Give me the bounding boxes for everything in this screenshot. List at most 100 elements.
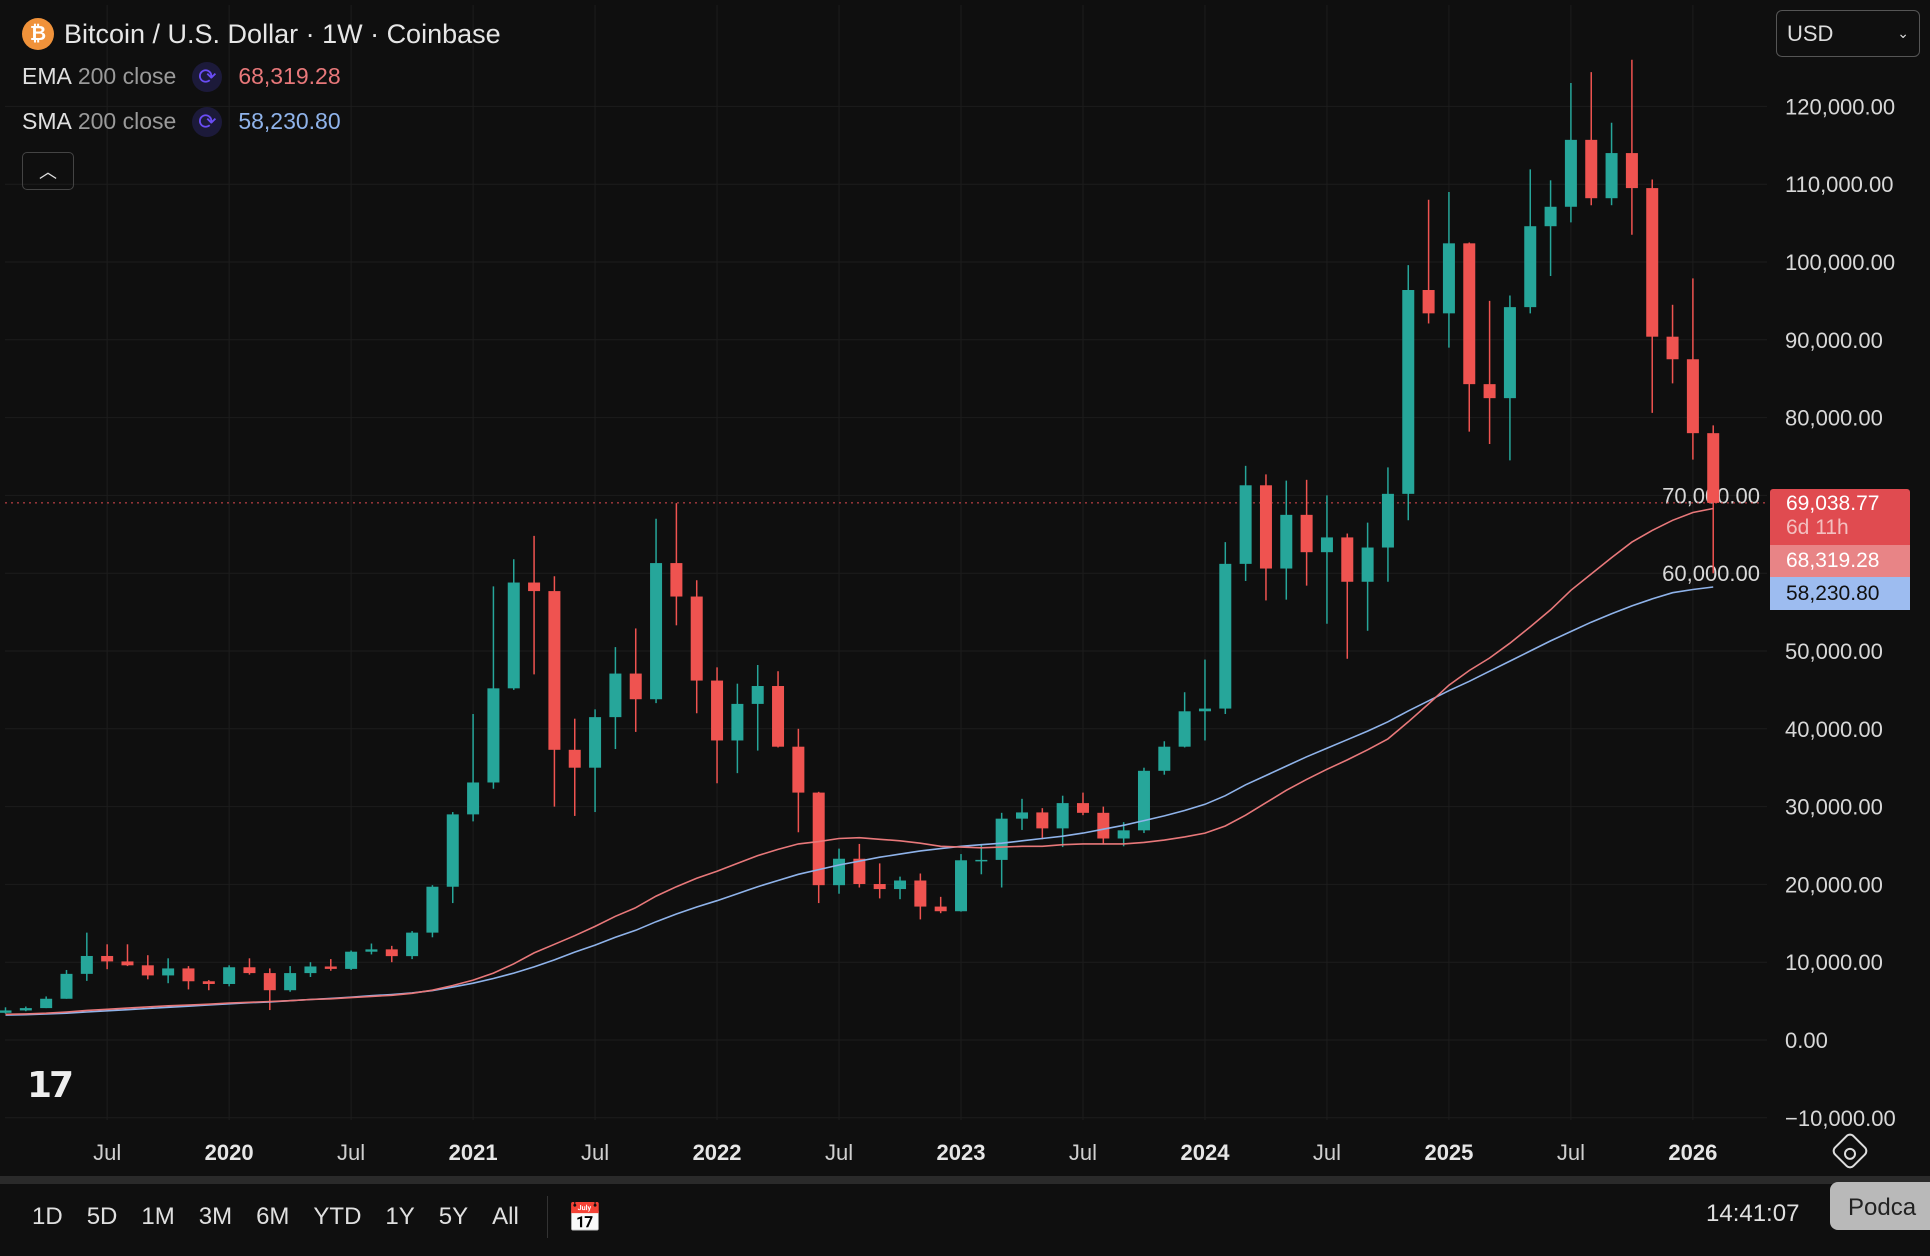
candle-body xyxy=(182,968,195,982)
candle-body xyxy=(1158,746,1171,771)
candle-body xyxy=(751,686,764,704)
candle-body xyxy=(1422,290,1435,314)
x-tick-label: Jul xyxy=(1069,1140,1097,1165)
candle-body xyxy=(1646,188,1659,337)
plot-background xyxy=(5,5,1767,1175)
candle-body xyxy=(914,880,927,907)
indicator-sma[interactable]: SMA 200 close ⟳ 58,230.80 xyxy=(22,99,501,144)
candle-body xyxy=(548,591,561,750)
candle-body xyxy=(1036,812,1049,829)
indicator-value: 58,230.80 xyxy=(238,108,341,134)
candle-body xyxy=(894,880,907,890)
indicator-params: 200 close xyxy=(77,63,177,89)
x-tick-label: 2026 xyxy=(1668,1140,1717,1165)
range-5d[interactable]: 5D xyxy=(86,1203,118,1230)
range-1y[interactable]: 1Y xyxy=(385,1203,415,1230)
candle-body xyxy=(446,814,459,887)
candle-body xyxy=(1402,290,1415,494)
sma-price-label: 58,230.80 xyxy=(1770,577,1910,610)
range-1m[interactable]: 1M xyxy=(141,1203,175,1230)
candle-body xyxy=(1544,206,1557,227)
candle-body xyxy=(1341,537,1354,582)
candle-body xyxy=(1097,812,1110,839)
range-6m[interactable]: 6M xyxy=(256,1203,290,1230)
candle-body xyxy=(1361,547,1374,582)
range-1d[interactable]: 1D xyxy=(32,1203,63,1230)
indicator-ema[interactable]: EMA 200 close ⟳ 68,319.28 xyxy=(22,54,501,99)
candle-body xyxy=(1707,433,1720,503)
y-tick-label: 80,000.00 xyxy=(1785,406,1883,431)
x-tick-label: 2020 xyxy=(205,1140,254,1165)
x-tick-label: 2021 xyxy=(449,1140,498,1165)
candle-body xyxy=(1056,803,1069,829)
refresh-icon[interactable]: ⟳ xyxy=(192,61,223,92)
range-3m[interactable]: 3M xyxy=(198,1203,233,1230)
candle-body xyxy=(528,582,541,592)
candle-body xyxy=(711,680,724,741)
x-tick-label: Jul xyxy=(1313,1140,1341,1165)
y-tick-label: 20,000.00 xyxy=(1785,872,1883,897)
candle-body xyxy=(731,703,744,741)
candle-body xyxy=(995,818,1008,860)
candle-body xyxy=(324,966,337,969)
symbol-title[interactable]: ₿ Bitcoin / U.S. Dollar · 1W · Coinbase xyxy=(22,14,501,54)
indicator-name: SMA xyxy=(22,108,72,134)
candle-body xyxy=(1381,493,1394,548)
candle-body xyxy=(1686,359,1699,434)
candle-body xyxy=(40,998,53,1009)
x-tick-label: 2025 xyxy=(1424,1140,1473,1165)
range-ytd[interactable]: YTD xyxy=(313,1203,362,1230)
candle-body xyxy=(1137,770,1150,831)
toolbar-divider xyxy=(546,1196,548,1238)
candle-body xyxy=(589,717,602,768)
candle-body xyxy=(1117,830,1130,839)
y-tick-label: 120,000.00 xyxy=(1785,94,1895,119)
candle-body xyxy=(934,906,947,912)
candle-body xyxy=(975,859,988,862)
candle-body xyxy=(670,563,683,597)
go-to-date-icon[interactable]: 📅 xyxy=(567,1201,603,1233)
y-tick-label: 100,000.00 xyxy=(1785,250,1895,275)
x-tick-label: Jul xyxy=(93,1140,121,1165)
candle-body xyxy=(690,596,703,681)
y-tick-label: −10,000.00 xyxy=(1785,1106,1896,1131)
candle-body xyxy=(1442,243,1455,314)
candle-body xyxy=(1198,708,1211,712)
candle-body xyxy=(365,949,378,952)
bar-countdown: 6d 11h xyxy=(1786,516,1849,539)
candle-body xyxy=(60,973,73,999)
y-tick-label: 90,000.00 xyxy=(1785,328,1883,353)
range-all[interactable]: All xyxy=(492,1203,519,1230)
x-tick-label: 2022 xyxy=(693,1140,742,1165)
candle-body xyxy=(1483,384,1496,399)
bitcoin-icon: ₿ xyxy=(22,18,54,50)
candle-body xyxy=(345,951,358,969)
candle-body xyxy=(1524,226,1537,308)
candle-body xyxy=(0,1010,12,1013)
candle-body xyxy=(650,563,663,700)
x-tick-label: Jul xyxy=(337,1140,365,1165)
y-tick-label: 0.00 xyxy=(1785,1028,1828,1053)
candle-body xyxy=(955,860,968,912)
currency-select[interactable]: USD ⌄ xyxy=(1776,10,1920,57)
indicator-name: EMA xyxy=(22,63,72,89)
candle-body xyxy=(223,967,236,984)
chevron-down-icon: ⌄ xyxy=(1897,25,1909,41)
y-tick-label: 60,000.00 xyxy=(1662,561,1760,586)
collapse-legend-button[interactable]: ︿ xyxy=(22,152,74,190)
chevron-up-icon: ︿ xyxy=(39,162,57,182)
candle-body xyxy=(1076,803,1089,813)
candle-body xyxy=(406,932,419,957)
x-tick-label: Jul xyxy=(825,1140,853,1165)
candle-body xyxy=(609,673,622,718)
candle-body xyxy=(629,673,642,700)
symbol-title-text: Bitcoin / U.S. Dollar · 1W · Coinbase xyxy=(64,18,501,49)
candle-body xyxy=(1300,514,1313,553)
candle-body xyxy=(19,1008,32,1011)
tradingview-logo[interactable]: 17 xyxy=(27,1065,74,1106)
range-5y[interactable]: 5Y xyxy=(438,1203,469,1230)
refresh-icon[interactable]: ⟳ xyxy=(192,106,223,137)
candle-body xyxy=(568,749,581,768)
candle-body xyxy=(1239,485,1252,564)
